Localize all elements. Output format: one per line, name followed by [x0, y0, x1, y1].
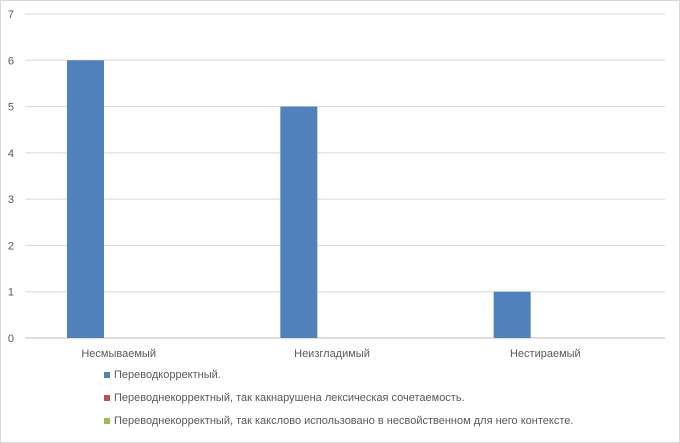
legend-label-series-1: Переводкорректный.: [114, 368, 221, 381]
x-tick-label: Неизгладимый: [294, 348, 370, 360]
bar: [493, 291, 531, 338]
y-tick-label: 3: [8, 194, 14, 206]
y-tick-label: 7: [8, 9, 14, 21]
legend-swatch-series-3: [104, 417, 110, 424]
legend-item-series-3: Переводнекорректный, так какслово исполь…: [104, 414, 574, 427]
bar: [280, 106, 318, 338]
x-tick-label: Несмываемый: [81, 348, 156, 360]
y-tick-label: 6: [8, 55, 14, 67]
y-axis-ticks: 0 1 2 3 4 5 6 7: [8, 9, 14, 345]
x-tick-label: Нестираемый: [510, 348, 581, 360]
legend-item-series-2: Переводнекорректный, так какнарушена лек…: [104, 391, 573, 404]
bars: [67, 60, 531, 339]
gridlines: [25, 13, 665, 339]
legend-label-series-3: Переводнекорректный, так какслово исполь…: [114, 414, 574, 427]
legend-item-series-1: Переводкорректный.: [104, 368, 573, 381]
legend-swatch-series-2: [104, 394, 110, 401]
y-tick-label: 5: [8, 102, 14, 114]
bar: [67, 60, 104, 339]
legend: Переводкорректный. Переводнекорректный, …: [104, 369, 573, 438]
y-tick-label: 4: [8, 148, 14, 160]
legend-swatch-series-1: [104, 371, 110, 378]
y-tick-label: 2: [8, 240, 14, 252]
legend-label-series-2: Переводнекорректный, так какнарушена лек…: [114, 391, 465, 404]
x-axis-ticks: Несмываемый Неизгладимый Нестираемый: [81, 348, 580, 360]
y-tick-label: 1: [8, 287, 14, 299]
y-tick-label: 0: [8, 333, 14, 345]
